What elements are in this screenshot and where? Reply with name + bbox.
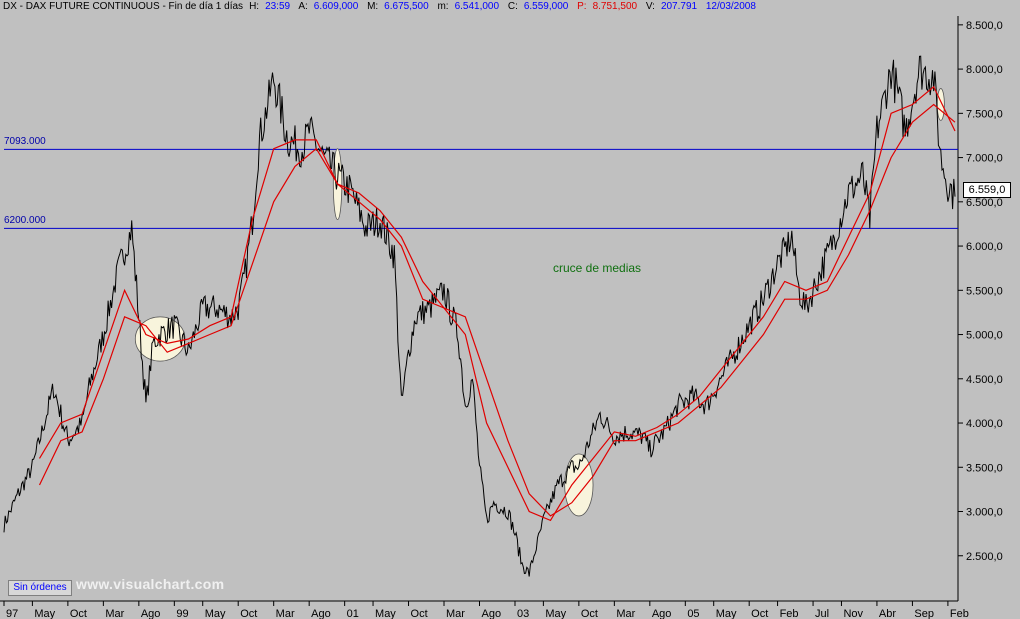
mi-label: m:	[437, 1, 449, 12]
x-tick-label: Oct	[411, 608, 428, 619]
series-group	[3, 55, 956, 577]
x-tick-label: Oct	[240, 608, 257, 619]
a-label: A:	[298, 1, 308, 12]
date-value: 12/03/2008	[705, 1, 756, 12]
x-tick-label: May	[375, 608, 396, 619]
y-tick-label: 4.500,0	[966, 374, 1003, 386]
p-value: 8.751,500	[592, 1, 638, 12]
x-tick-label: Ago	[311, 608, 331, 619]
x-tick-label: Ago	[652, 608, 672, 619]
x-tick-label: Nov	[843, 608, 863, 619]
x-tick-label: Oct	[581, 608, 598, 619]
hline-label-7093: 7093.000	[4, 136, 46, 148]
y-tick-label: 5.500,0	[966, 285, 1003, 297]
x-tick-label: Sep	[914, 608, 934, 619]
x-tick-label: Mar	[616, 608, 635, 619]
x-tick-label: Oct	[751, 608, 768, 619]
y-tick-label: 7.500,0	[966, 108, 1003, 120]
ma-fast-line	[38, 85, 956, 522]
x-tick-label: May	[716, 608, 737, 619]
c-label: C:	[507, 1, 518, 12]
mi-value: 6.541,000	[454, 1, 500, 12]
y-tick-label: 5.000,0	[966, 330, 1003, 342]
y-tick-label: 4.000,0	[966, 418, 1003, 430]
h-label: H:	[249, 1, 260, 12]
x-axis-ticks: 97 May Oct Mar Ago 99 May Oct Mar Ago 01 May Oct Mar A…	[3, 601, 969, 619]
watermark-text: www.visualchart.com	[76, 576, 225, 592]
annotation-text: cruce de medias	[553, 261, 642, 275]
orders-button[interactable]: Sin órdenes	[8, 580, 72, 596]
y-tick-label: 3.500,0	[966, 462, 1003, 474]
y-tick-label: 2.500,0	[966, 551, 1003, 563]
price-line	[3, 55, 956, 577]
p-label: P:	[577, 1, 587, 12]
y-axis-ticks: 2.500,0 3.000,0 3.500,0 4.000,0 4.500,0 5.000…	[958, 20, 1003, 563]
y-tick-label: 8.500,0	[966, 20, 1003, 32]
a-value: 6.609,000	[313, 1, 359, 12]
x-tick-label: Mar	[276, 608, 295, 619]
m-label: M:	[367, 1, 379, 12]
x-tick-label: 97	[6, 608, 18, 619]
highlight-ellipse-3	[936, 88, 945, 121]
h-value: 23:59	[265, 1, 291, 12]
m-value: 6.675,500	[384, 1, 429, 12]
highlight-ellipse-2	[564, 453, 594, 517]
x-tick-label: May	[205, 608, 226, 619]
x-tick-label: Oct	[70, 608, 87, 619]
x-tick-label: Feb	[780, 608, 799, 619]
y-tick-label: 6.000,0	[966, 241, 1003, 253]
x-tick-label: May	[545, 608, 566, 619]
x-tick-label: Jul	[815, 608, 829, 619]
plot-area	[0, 16, 958, 601]
c-value: 6.559,000	[523, 1, 569, 12]
y-tick-label: 6.500,0	[966, 197, 1003, 209]
chart-header: DX - DAX FUTURE CONTINUOUS - Fin de día …	[3, 1, 762, 15]
x-tick-label: 99	[176, 608, 188, 619]
x-tick-label: 01	[347, 608, 359, 619]
ma-slow-line	[38, 103, 956, 517]
x-tick-label: Ago	[482, 608, 502, 619]
x-tick-label: Ago	[141, 608, 161, 619]
x-tick-label: Mar	[105, 608, 124, 619]
x-tick-label: Feb	[950, 608, 969, 619]
horizontal-lines	[4, 148, 958, 229]
x-tick-label: 03	[517, 608, 529, 619]
x-tick-label: May	[34, 608, 55, 619]
y-tick-label: 7.000,0	[966, 153, 1003, 165]
hline-label-6200: 6200.000	[4, 215, 46, 227]
y-tick-label: 8.000,0	[966, 64, 1003, 76]
x-tick-label: Abr	[879, 608, 896, 619]
x-tick-label: 05	[687, 608, 699, 619]
last-price-badge: 6.559,0	[963, 182, 1011, 198]
x-tick-label: Mar	[446, 608, 465, 619]
symbol-title: DX - DAX FUTURE CONTINUOUS - Fin de día …	[3, 1, 244, 12]
y-tick-label: 3.000,0	[966, 507, 1003, 519]
v-label: V:	[645, 1, 655, 12]
v-value: 207.791	[660, 1, 698, 12]
